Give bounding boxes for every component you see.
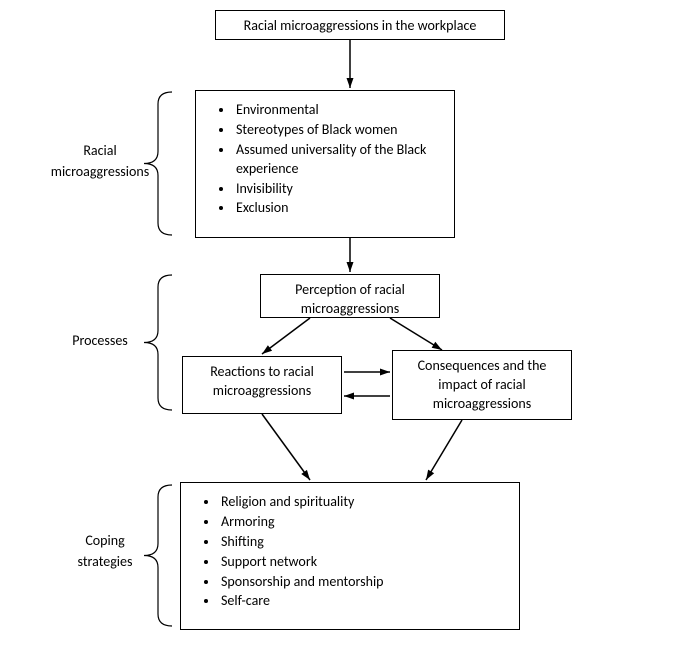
section-label-coping: Coping strategies: [50, 530, 160, 572]
bullet-item: Shifting: [219, 533, 509, 552]
section-label-line: Processes: [72, 332, 128, 349]
bullet-item: Armoring: [219, 513, 509, 532]
section-label-line: Racial: [83, 142, 116, 159]
bullet-item: Assumed universality of the Black experi…: [234, 141, 444, 179]
bullet-item: Self-care: [219, 592, 509, 611]
bullet-item: Exclusion: [234, 199, 444, 218]
node-text: Racial microaggressions in the workplace: [244, 17, 477, 34]
section-label-microaggressions: Racial microaggressions: [40, 140, 160, 182]
node-coping: Religion and spiritualityArmoringShiftin…: [180, 482, 520, 630]
bullet-list: EnvironmentalStereotypes of Black womenA…: [206, 101, 444, 218]
bullet-item: Environmental: [234, 101, 444, 120]
bullet-list: Religion and spiritualityArmoringShiftin…: [191, 493, 509, 611]
node-perception: Perception of racial microaggressions: [260, 274, 440, 318]
section-label-line: Coping: [85, 532, 124, 549]
node-text: Perception of racial microaggressions: [295, 281, 405, 317]
section-label-processes: Processes: [40, 330, 160, 351]
node-reactions: Reactions to racial microaggressions: [182, 356, 342, 414]
section-label-line: strategies: [78, 553, 133, 570]
node-text: Consequences and the impact of racial mi…: [418, 357, 547, 412]
bullet-item: Stereotypes of Black women: [234, 121, 444, 140]
node-title: Racial microaggressions in the workplace: [215, 10, 505, 40]
node-text: Reactions to racial microaggressions: [210, 363, 314, 399]
bullet-item: Religion and spirituality: [219, 493, 509, 512]
section-label-line: microaggressions: [51, 163, 149, 180]
node-consequences: Consequences and the impact of racial mi…: [392, 350, 572, 420]
bullet-item: Support network: [219, 553, 509, 572]
node-microaggressions: EnvironmentalStereotypes of Black womenA…: [195, 90, 455, 238]
bullet-item: Invisibility: [234, 180, 444, 199]
bullet-item: Sponsorship and mentorship: [219, 573, 509, 592]
